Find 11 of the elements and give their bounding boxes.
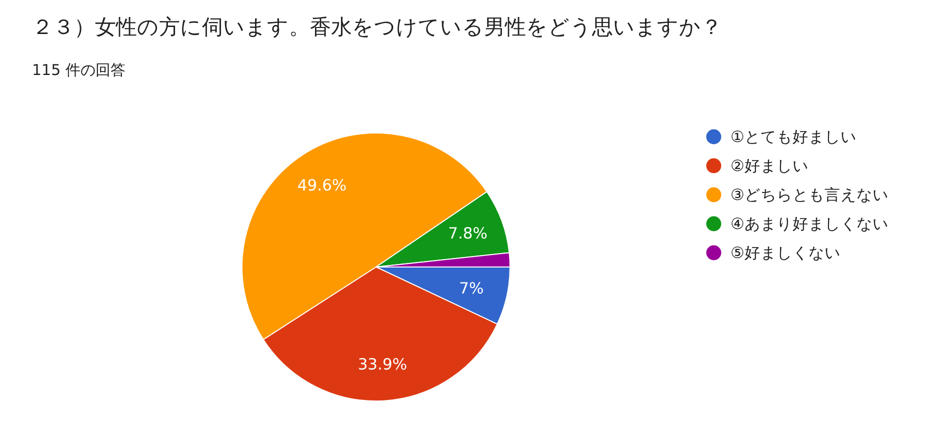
legend-label: ④あまり好ましくない [730, 214, 888, 233]
legend-label: ①とても好ましい [730, 128, 856, 146]
legend-label: ⑤好ましくない [730, 244, 840, 262]
data-label: 33.9% [358, 356, 408, 374]
data-label: 7.8% [448, 224, 488, 242]
data-label: 49.6% [297, 176, 347, 194]
chart-title: ２３）女性の方に伺います。香水をつけている男性をどう思いますか？ [32, 15, 722, 39]
legend-label: ③どちらとも言えない [730, 186, 888, 204]
data-label: 7% [459, 279, 484, 298]
text: 115 件の回答 [32, 61, 126, 79]
legend-label: ②好ましい [730, 156, 808, 175]
